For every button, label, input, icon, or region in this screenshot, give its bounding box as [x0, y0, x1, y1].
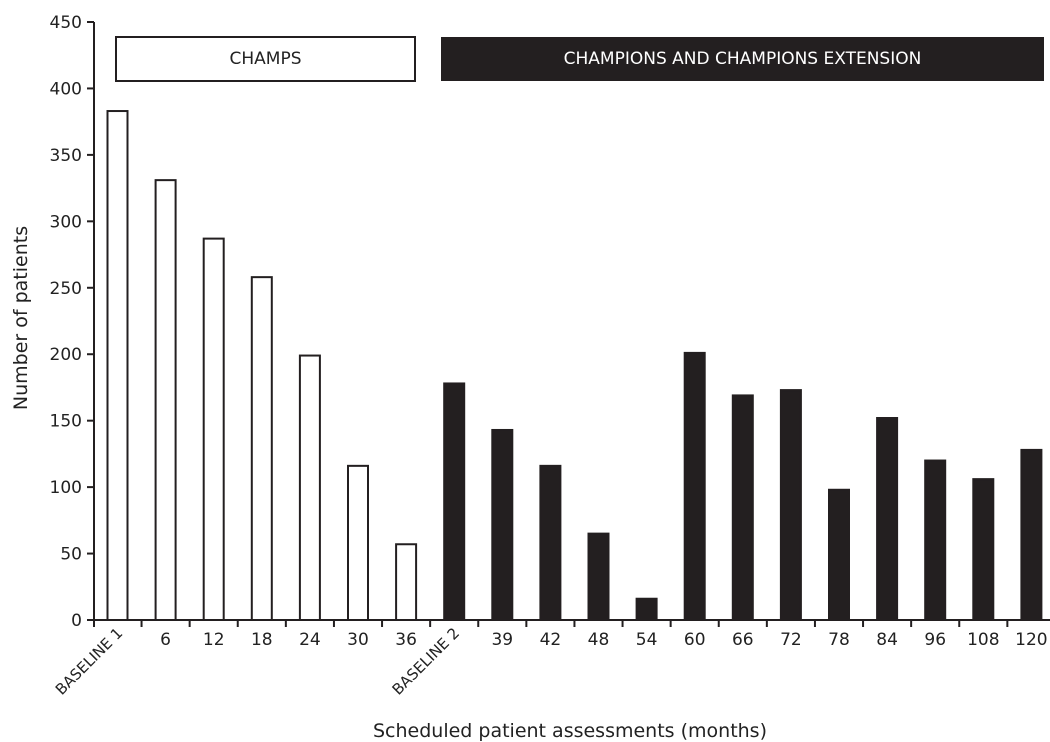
x-tick-label: 24: [299, 630, 321, 650]
y-axis-title: Number of patients: [10, 226, 32, 410]
champions-bar: [972, 478, 995, 622]
x-tick-label: 96: [924, 630, 946, 650]
y-tick-label: 300: [50, 212, 82, 232]
x-tick-label: 36: [395, 630, 417, 650]
champions-bar: [828, 488, 850, 621]
x-tick-label: 78: [828, 630, 850, 650]
champions-bar: [1020, 448, 1043, 621]
y-tick-label: 450: [50, 13, 82, 33]
y-tick-label: 0: [71, 611, 82, 631]
champions-bar: [491, 428, 514, 622]
x-tick-label: 6: [160, 630, 171, 650]
champions-bar: [924, 459, 947, 621]
y-tick-label: 100: [50, 478, 82, 498]
x-tick-label: 66: [732, 630, 754, 650]
y-tick-label: 50: [60, 545, 82, 565]
y-tick-label: 200: [50, 345, 82, 365]
champions-band-label: CHAMPIONS AND CHAMPIONS EXTENSION: [564, 49, 922, 69]
x-tick-label: 39: [491, 630, 513, 650]
x-tick-label: 12: [203, 630, 225, 650]
champions-bar: [539, 464, 562, 621]
y-tick-label: 400: [50, 79, 82, 99]
x-tick-label: 60: [684, 630, 706, 650]
champs-band-box: [115, 36, 416, 82]
y-tick-label: 350: [50, 146, 82, 166]
x-tick-label: 54: [636, 630, 658, 650]
x-tick-label: 48: [588, 630, 610, 650]
champions-band-box: [441, 37, 1044, 81]
champs-bar: [250, 276, 273, 621]
champions-bar: [587, 532, 610, 621]
champs-bar: [202, 237, 225, 621]
y-tick-label: 250: [50, 279, 82, 299]
champs-bar: [347, 464, 369, 621]
champs-bar: [395, 543, 418, 622]
x-tick-label: 18: [251, 630, 273, 650]
x-axis-title: Scheduled patient assessments (months): [373, 720, 767, 742]
champions-bar: [876, 417, 899, 621]
champions-bar: [731, 394, 754, 622]
x-tick-label: 120: [1015, 630, 1047, 650]
champions-bar: [683, 351, 706, 621]
y-tick-label: 150: [50, 412, 82, 432]
x-tick-label: BASELINE 1: [52, 624, 126, 698]
y-axis: 0 50 100 150 200 250 300 350 400 450: [50, 13, 95, 631]
study-bands: CHAMPS CHAMPIONS AND CHAMPIONS EXTENSION: [115, 36, 1044, 82]
bars-group: [106, 110, 1043, 622]
champs-band-label: CHAMPS: [230, 49, 302, 69]
x-tick-label: 30: [347, 630, 369, 650]
champs-bar: [106, 110, 129, 621]
champs-bar: [154, 179, 177, 621]
champions-bar: [635, 597, 658, 622]
x-tick-label: 42: [540, 630, 562, 650]
champions-bar: [779, 389, 802, 622]
x-tick-label: 72: [780, 630, 802, 650]
x-tick-label: 108: [967, 630, 999, 650]
champions-bar: [443, 382, 466, 621]
x-tick-label: 84: [876, 630, 898, 650]
champs-bar: [298, 354, 321, 621]
